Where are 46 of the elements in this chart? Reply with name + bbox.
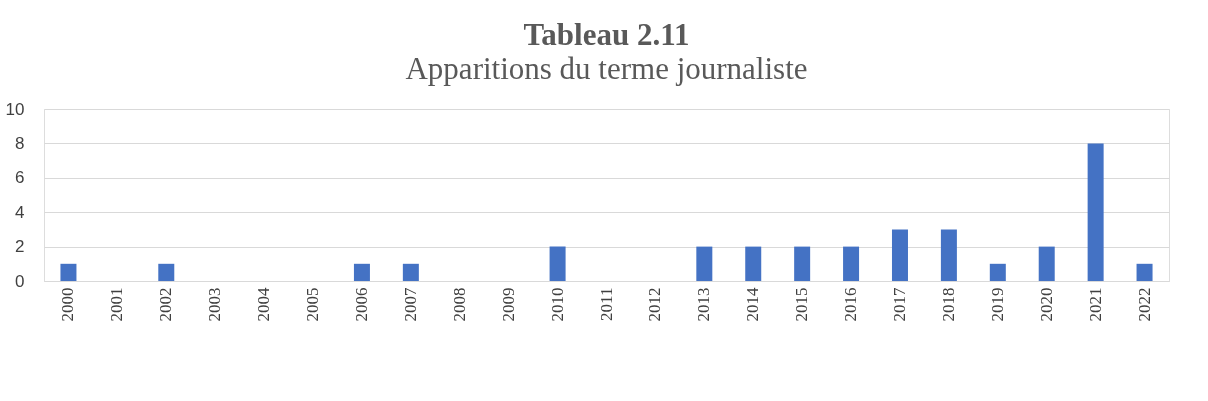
bar	[402, 263, 419, 281]
bar	[1038, 246, 1055, 281]
x-tick-label: 2008	[449, 287, 469, 322]
bar	[696, 246, 713, 281]
x-tick-label: 2004	[254, 287, 274, 322]
y-tick-label: 2	[15, 237, 25, 257]
bar	[60, 263, 77, 281]
x-tick-label: 2009	[498, 287, 518, 322]
x-tick-label: 2005	[303, 287, 323, 322]
x-tick-label: 2021	[1085, 287, 1105, 322]
bar	[989, 263, 1006, 281]
y-tick-label: 8	[15, 133, 25, 153]
x-tick-label: 2006	[351, 287, 371, 322]
bar	[794, 246, 811, 281]
bar	[843, 246, 860, 281]
x-tick-label: 2016	[841, 287, 861, 322]
bar	[158, 263, 175, 281]
x-tick-label: 2011	[596, 287, 616, 321]
x-tick-label: 2003	[205, 287, 225, 322]
x-tick-label: 2015	[792, 287, 812, 322]
x-tick-label: 2010	[547, 287, 567, 322]
x-tick-label: 2007	[400, 287, 420, 322]
x-tick-label: 2022	[1134, 287, 1154, 322]
x-tick-label: 2018	[938, 287, 958, 322]
bar	[891, 229, 908, 281]
x-tick-label: 2000	[58, 287, 78, 322]
x-tick-label: 2001	[107, 287, 127, 322]
bar	[745, 246, 762, 281]
bar	[1136, 263, 1153, 281]
y-tick-label: 4	[15, 202, 25, 222]
bar	[1087, 143, 1104, 281]
x-tick-label: 2020	[1036, 287, 1056, 322]
x-tick-label: 2013	[694, 287, 714, 322]
chart-subtitle: Apparitions du terme journaliste	[405, 51, 808, 86]
x-tick-label: 2012	[645, 287, 665, 322]
y-tick-label: 6	[15, 168, 25, 188]
x-tick-label: 2017	[889, 287, 909, 322]
y-tick-label: 0	[15, 271, 25, 291]
y-tick-label: 10	[5, 99, 25, 119]
bar	[549, 246, 566, 281]
x-tick-label: 2002	[156, 287, 176, 322]
x-tick-label: 2014	[743, 287, 763, 322]
chart-title: Tableau 2.11	[523, 17, 690, 52]
bar	[353, 263, 370, 281]
x-tick-label: 2019	[987, 287, 1007, 322]
bar	[940, 229, 957, 281]
